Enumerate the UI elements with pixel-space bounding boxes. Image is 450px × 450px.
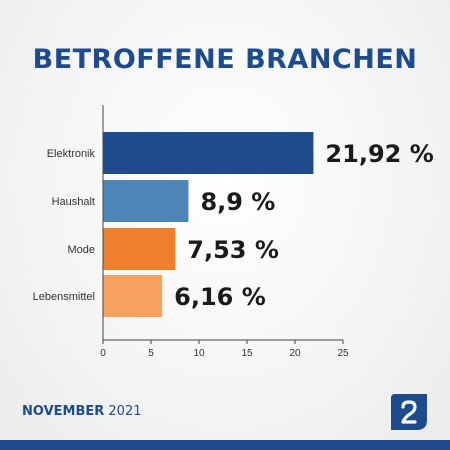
category-label: Lebensmittel (33, 291, 95, 303)
bar-haushalt (103, 180, 189, 222)
value-label: 8,9 % (200, 188, 275, 216)
x-tick-label: 20 (289, 348, 301, 359)
brand-logo-icon (391, 394, 427, 430)
category-label: Elektronik (47, 148, 96, 160)
x-tick-label: 15 (241, 348, 253, 359)
footer-month: NOVEMBER (22, 404, 105, 419)
bar-mode (103, 228, 176, 270)
value-label: 7,53 % (187, 236, 279, 264)
value-label: 6,16 % (174, 283, 266, 311)
bar-lebensmittel (103, 275, 163, 317)
footer-year: 2021 (108, 404, 142, 419)
x-tick-label: 5 (148, 348, 154, 359)
category-label: Haushalt (52, 196, 95, 208)
x-tick-label: 25 (337, 348, 349, 359)
footer-date: NOVEMBER 2021 (22, 404, 142, 419)
x-tick-label: 0 (100, 348, 106, 359)
footer-bar (0, 440, 450, 450)
bar-elektronik (103, 132, 314, 174)
chart-title: BETROFFENE BRANCHEN (32, 44, 418, 75)
value-label: 21,92 % (325, 140, 433, 168)
category-label: Mode (67, 244, 95, 256)
x-tick-label: 10 (193, 348, 205, 359)
